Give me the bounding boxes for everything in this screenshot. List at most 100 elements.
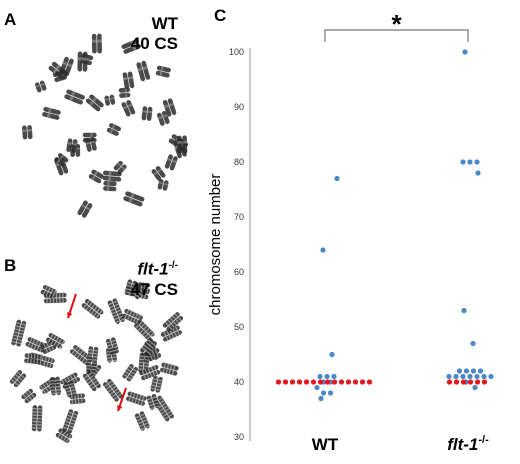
data-point-red <box>446 379 453 385</box>
chromosome-icon <box>126 391 147 406</box>
chromosome-icon <box>11 319 27 347</box>
panel-a-count: 40 CS <box>130 34 178 53</box>
data-point-blue <box>470 340 476 347</box>
panel-b-caption: flt-1-/- 47 CS <box>108 256 178 300</box>
chromosome-icon <box>157 179 169 191</box>
panel-b-genotype-sup: -/- <box>168 260 178 271</box>
data-point-blue <box>314 384 320 391</box>
data-point-red <box>275 379 282 385</box>
category-labels: WT flt-1-/- <box>312 434 489 454</box>
data-point-blue <box>318 395 324 402</box>
chromosome-icon <box>136 60 151 82</box>
chromosome-icon <box>77 51 88 72</box>
chromosome-icon <box>103 180 117 192</box>
chromosome-icon <box>42 106 61 120</box>
data-point-blue <box>334 175 340 182</box>
chromosome-icon <box>31 405 43 432</box>
red-arrow-icon <box>66 293 77 319</box>
data-point-blue <box>456 368 463 374</box>
y-tick-label: 30 <box>234 432 244 442</box>
data-point-red <box>289 379 296 385</box>
panel-a-caption: WT 40 CS <box>118 14 178 54</box>
chromosome-icon <box>134 282 151 293</box>
chromosome-icon <box>50 376 62 396</box>
panel-a-genotype: WT <box>151 14 178 33</box>
chromosome-icon <box>162 98 177 117</box>
chromosome-icon <box>122 71 135 90</box>
panel-b-count: 47 CS <box>130 279 178 299</box>
chromosome-icon <box>64 89 85 105</box>
chromosome-icon <box>157 111 170 126</box>
data-point-red <box>296 379 303 385</box>
data-point-red <box>345 379 352 385</box>
chromosome-icon <box>62 409 79 434</box>
data-point-blue <box>329 351 335 358</box>
data-point-blue <box>446 373 452 380</box>
y-tick-label: 40 <box>234 377 244 387</box>
chromosome-number-chart: 30 40 50 60 70 80 90 100 chromosome number * WT… <box>207 9 494 454</box>
chromosome-icon <box>22 125 33 140</box>
category-label-main: flt-1 <box>447 435 478 454</box>
significance-asterisk: * <box>391 9 402 39</box>
chromosome-icon <box>155 65 171 78</box>
chromosome-icon <box>85 136 97 152</box>
data-point-red <box>481 379 488 385</box>
data-point-red <box>467 379 474 385</box>
data-point-red <box>324 379 331 385</box>
chromosome-icon <box>40 285 57 299</box>
data-point-red <box>474 379 481 385</box>
data-point-red <box>453 379 460 385</box>
chromosome-icon <box>69 393 86 405</box>
data-point-blue <box>470 368 477 374</box>
chromosome-icon <box>113 160 127 174</box>
chromosome-icon <box>88 169 104 184</box>
chromosome-icon <box>103 379 123 402</box>
chromosome-icon <box>24 353 43 365</box>
category-label-sup: -/- <box>478 434 489 446</box>
chromosome-icon <box>134 319 155 341</box>
data-points <box>275 49 494 402</box>
data-point-blue <box>481 373 487 380</box>
data-point-blue <box>324 373 330 380</box>
chromosome-icon <box>160 362 179 376</box>
chromosome-icon <box>140 337 157 356</box>
chromosome-icon <box>141 348 162 363</box>
chromosome-icon <box>121 39 141 54</box>
chromosome-icon <box>85 94 104 112</box>
data-point-red <box>460 379 467 385</box>
category-label: WT <box>312 435 339 454</box>
chromosome-icon <box>122 308 143 325</box>
category-label-main: WT <box>312 435 339 454</box>
chromosome-icon <box>141 106 153 121</box>
chromosome-icon <box>34 80 47 93</box>
data-point-blue <box>327 390 334 396</box>
chromosome-icon <box>81 299 104 319</box>
data-point-red <box>317 379 324 385</box>
chromosome-icon <box>121 100 136 117</box>
y-tick-label: 60 <box>234 267 244 277</box>
chromosome-icon <box>9 370 27 388</box>
y-tick-label: 70 <box>234 212 244 222</box>
chromosome-icon <box>21 388 37 404</box>
data-point-blue <box>477 368 484 374</box>
chromosome-icon <box>122 364 138 382</box>
data-point-red <box>366 379 373 385</box>
chromosome-icon <box>102 170 122 182</box>
chromosome-icon <box>82 370 101 392</box>
chromosome-icon <box>66 138 78 153</box>
panel-b-genotype-name: flt-1 <box>137 259 169 279</box>
data-point-blue <box>331 373 337 380</box>
data-point-blue <box>467 373 473 380</box>
data-point-blue <box>320 390 327 396</box>
data-point-blue <box>320 247 326 253</box>
chromosome-icon <box>150 375 163 393</box>
data-point-red <box>282 379 289 385</box>
chromosome-icon <box>160 325 182 342</box>
category-label: flt-1-/- <box>447 434 489 454</box>
data-point-red <box>303 379 310 385</box>
chromosome-icon <box>177 135 188 154</box>
chromosome-icon <box>146 393 160 410</box>
data-point-blue <box>474 373 480 380</box>
panel-letter-a: A <box>4 10 17 29</box>
red-arrow-icon <box>117 387 127 412</box>
